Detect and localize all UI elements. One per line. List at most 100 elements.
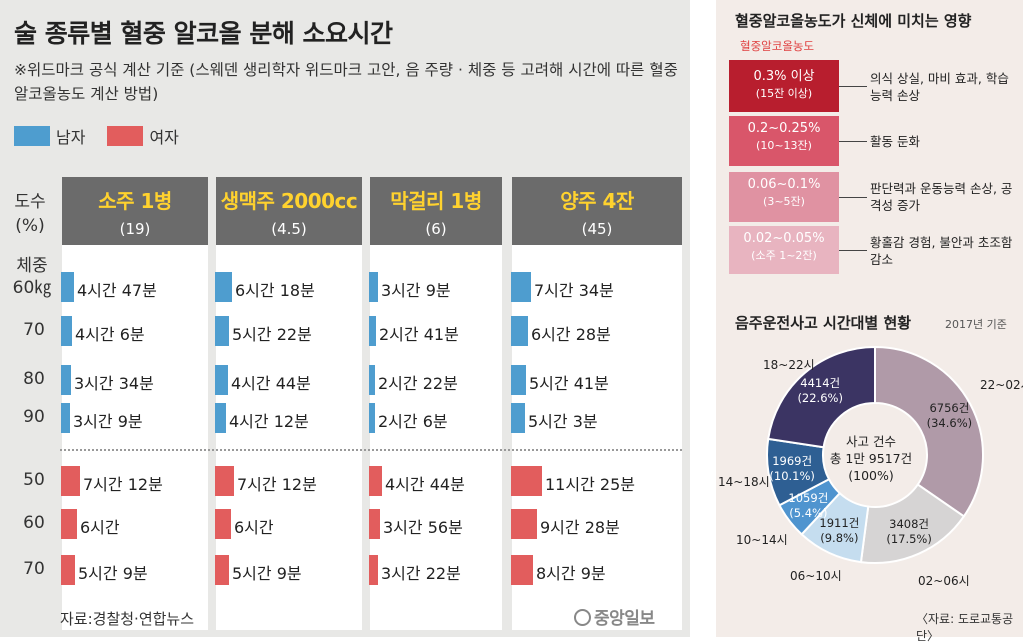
bar-label: 9시간 28분	[540, 518, 620, 537]
bar-label: 3시간 34분	[74, 374, 154, 393]
legend-male: 남자	[14, 124, 85, 148]
column-bg-0	[62, 245, 208, 630]
bac-value: 0.02~0.05%	[743, 231, 825, 246]
donut-time-label: 10~14시	[736, 533, 788, 547]
bar-m-1-3	[215, 403, 226, 433]
bar-label: 5시간 9분	[78, 564, 148, 583]
slice-count: 1059건	[788, 491, 829, 506]
bar-m-2-1	[369, 316, 376, 346]
bar-label: 7시간 12분	[237, 475, 317, 494]
donut-time-label: 14~18시	[718, 475, 770, 489]
weight-label-female: 50	[23, 470, 45, 490]
column-name: 생맥주 2000cc	[220, 189, 358, 213]
bar-m-3-1	[511, 316, 528, 346]
bar-label: 2시간 22분	[378, 374, 458, 393]
column-abv: (45)	[581, 220, 613, 238]
donut-center-pct: (100%)	[848, 468, 894, 483]
column-bg-2	[370, 245, 502, 630]
bar-label: 6시간 18분	[235, 281, 315, 300]
bac-level-0: 0.3% 이상 (15잔 이상)	[729, 60, 839, 112]
logo-ring-icon	[574, 609, 591, 626]
bac-value: 0.3% 이상	[753, 69, 815, 84]
bar-f-2-1	[369, 509, 380, 539]
slice-pct: (10.1%)	[769, 468, 815, 483]
donut-center-total: 총 1만 9517건	[829, 451, 913, 466]
bac-value: 0.06~0.1%	[747, 177, 821, 192]
weight-axis-label: 체중 60㎏	[12, 256, 52, 298]
donut-time-label: 18~22시	[763, 358, 815, 372]
bar-label: 2시간 41분	[379, 325, 459, 344]
column-abv: (4.5)	[271, 220, 307, 238]
slice-count: 4414건	[800, 376, 841, 391]
bac-effect: 황홀감 경험, 불안과 초조함 감소	[870, 235, 1013, 267]
bar-f-1-0	[215, 466, 234, 496]
bar-f-3-2	[511, 555, 533, 585]
bar-label: 3시간 56분	[383, 518, 463, 537]
donut-time-label: 22~02시	[980, 378, 1023, 392]
bac-column-label: 혈중알코올농도	[740, 39, 815, 53]
left-source: 자료:경찰청·연합뉴스	[60, 610, 195, 628]
legend-female: 여자	[107, 124, 179, 148]
bar-label: 7시간 12분	[83, 475, 163, 494]
column-bg-3	[512, 245, 682, 630]
bac-effect: 활동 둔화	[870, 134, 920, 149]
bar-label: 5시간 41분	[529, 374, 609, 393]
bac-connector	[839, 141, 867, 142]
bar-m-0-1	[61, 316, 72, 346]
donut-center: 사고 건수 총 1만 9517건 (100%)	[821, 433, 921, 484]
pie-title: 음주운전사고 시간대별 현황	[735, 314, 912, 332]
column-abv: (19)	[119, 220, 151, 238]
bar-label: 4시간 44분	[385, 475, 465, 494]
bar-f-1-1	[215, 509, 231, 539]
bac-level-3: 0.02~0.05% (소주 1~2잔)	[729, 226, 839, 274]
donut-slice-label: 1059건 (5.4%)	[778, 491, 838, 521]
bar-label: 5시간 9분	[232, 564, 302, 583]
bar-label: 4시간 6분	[75, 325, 145, 344]
bar-m-3-2	[511, 365, 526, 395]
slice-count: 3408건	[889, 516, 930, 531]
abv-axis-label: 도수 (%)	[14, 192, 46, 236]
bar-label: 3시간 9분	[381, 281, 451, 300]
weight-label-male: 80	[23, 369, 45, 389]
donut-center-label: 사고 건수	[846, 434, 896, 449]
bar-label: 3시간 22분	[381, 564, 461, 583]
bac-connector	[839, 250, 867, 251]
bar-label: 4시간 47분	[77, 281, 157, 300]
column-bg-1	[216, 245, 362, 630]
bar-m-2-0	[369, 272, 378, 302]
bar-label: 3시간 9분	[73, 412, 143, 431]
gender-divider	[60, 449, 682, 451]
bar-label: 6시간	[80, 518, 120, 537]
pie-source: 〈자료: 도로교통공단〉	[916, 612, 1014, 643]
bar-label: 6시간 28분	[531, 325, 611, 344]
slice-pct: (9.8%)	[820, 531, 859, 546]
bar-f-3-0	[511, 466, 542, 496]
chart-subtitle: ※위드마크 공식 계산 기준 (스웨덴 생리학자 위드마크 고안, 음 주량 ·…	[14, 61, 678, 103]
bar-label: 4시간 12분	[229, 412, 309, 431]
bac-table-title: 혈중알코올농도가 신체에 미치는 영향	[735, 12, 972, 30]
column-name: 막걸리 1병	[390, 189, 482, 213]
legend-female-label: 여자	[149, 128, 179, 147]
bac-level-2: 0.06~0.1% (3~5잔)	[729, 172, 839, 222]
weight-label-female: 70	[23, 559, 45, 579]
donut-slice-0	[874, 345, 984, 518]
bar-label: 5시간 22분	[232, 325, 312, 344]
donut-time-label: 06~10시	[790, 569, 842, 583]
bac-drinks: (15잔 이상)	[755, 87, 813, 100]
bar-m-3-0	[511, 272, 531, 302]
chart-title: 술 종류별 혈중 알코올 분해 소요시간	[14, 19, 393, 48]
donut-slice-label: 6756건 (34.6%)	[919, 401, 979, 431]
accident-donut-chart	[766, 345, 984, 564]
bac-connector	[839, 197, 867, 198]
donut-slice-label: 1969건 (10.1%)	[762, 454, 822, 484]
column-header-3: 양주 4잔 (45)	[512, 177, 682, 245]
bar-m-0-0	[61, 272, 74, 302]
logo-text: 중앙일보	[594, 609, 655, 629]
donut-slice-label: 1911건 (9.8%)	[809, 516, 869, 546]
pie-note: 2017년 기준	[945, 318, 1007, 331]
donut-slice-5	[767, 345, 876, 449]
legend-male-swatch	[14, 126, 50, 146]
bar-m-2-2	[369, 365, 375, 395]
bac-drinks: (3~5잔)	[763, 195, 805, 208]
slice-pct: (22.6%)	[797, 391, 843, 406]
